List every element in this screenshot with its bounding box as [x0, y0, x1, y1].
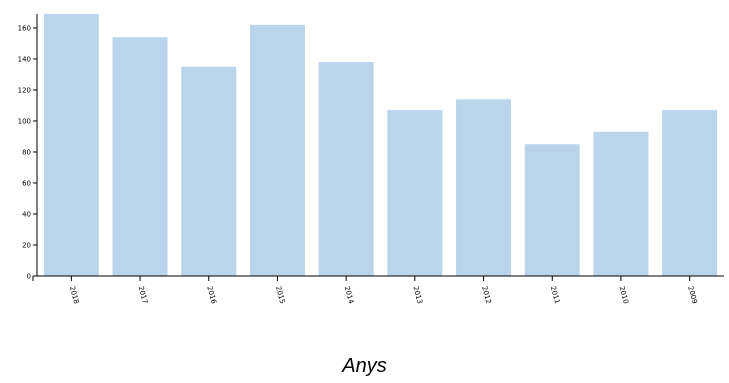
y-tick-label: 80: [22, 148, 31, 156]
x-tick-label: 2015: [274, 285, 286, 304]
bar: [387, 110, 443, 276]
bars: [43, 14, 718, 277]
x-tick-label: 2017: [137, 285, 149, 304]
y-tick-label: 60: [22, 179, 31, 187]
x-tick-label: 2011: [549, 285, 561, 304]
y-tick-label: 120: [18, 86, 31, 94]
y-tick-label: 20: [22, 241, 31, 249]
bar: [524, 144, 580, 276]
x-axis: 2018 2017 2016 2015 2014 2013 2012 2011 2010 2009: [32, 275, 724, 305]
bar: [249, 24, 305, 277]
x-tick-label: 2018: [68, 285, 80, 304]
y-tick-label: 40: [22, 210, 31, 218]
x-axis-title: Anys: [342, 355, 387, 377]
x-tick-label: 2016: [205, 285, 217, 305]
x-tick-label: 2009: [686, 285, 698, 304]
bar: [318, 62, 374, 276]
bar: [662, 110, 718, 276]
y-axis: 0 20 40 60 80 100 120 140 160: [18, 14, 38, 281]
bar: [593, 131, 649, 276]
bar: [112, 37, 168, 276]
x-tick-label: 2012: [480, 285, 492, 304]
bar: [181, 66, 237, 277]
y-tick-label: 140: [18, 55, 31, 63]
y-tick-label: 160: [18, 24, 31, 32]
x-tick-label: 2010: [618, 285, 630, 304]
y-tick-label: 0: [27, 273, 31, 281]
x-tick-label: 2014: [343, 285, 355, 305]
bar: [456, 99, 512, 277]
x-tick-label: 2013: [411, 285, 423, 304]
y-tick-label: 100: [18, 117, 31, 125]
bar: [43, 14, 99, 276]
